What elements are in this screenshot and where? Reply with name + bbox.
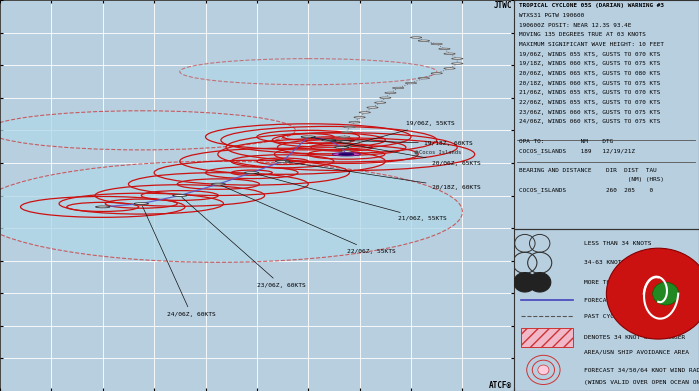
Text: 19/06Z, WINDS 055 KTS, GUSTS TO 070 KTS: 19/06Z, WINDS 055 KTS, GUSTS TO 070 KTS bbox=[519, 52, 661, 57]
Circle shape bbox=[385, 92, 396, 93]
Circle shape bbox=[405, 83, 417, 84]
Circle shape bbox=[341, 131, 352, 133]
Text: (WINDS VALID OVER OPEN OCEAN ONLY): (WINDS VALID OVER OPEN OCEAN ONLY) bbox=[584, 380, 699, 386]
Circle shape bbox=[322, 139, 336, 141]
Text: FORECAST CYCLONE TRACK: FORECAST CYCLONE TRACK bbox=[584, 298, 667, 303]
Circle shape bbox=[444, 68, 455, 69]
Text: WTXS31 PGTW 190600: WTXS31 PGTW 190600 bbox=[519, 13, 584, 18]
Circle shape bbox=[349, 122, 360, 123]
Text: 19/18Z, 60KTS: 19/18Z, 60KTS bbox=[331, 140, 473, 146]
Text: 20/18Z, WINDS 060 KTS, GUSTS TO 075 KTS: 20/18Z, WINDS 060 KTS, GUSTS TO 075 KTS bbox=[519, 81, 661, 86]
Circle shape bbox=[514, 273, 536, 292]
Text: 22/06Z, 55KTS: 22/06Z, 55KTS bbox=[221, 185, 396, 253]
Circle shape bbox=[452, 63, 463, 64]
Circle shape bbox=[418, 77, 429, 79]
Text: 190600Z POSIT: NEAR 12.3S 93.4E: 190600Z POSIT: NEAR 12.3S 93.4E bbox=[519, 23, 632, 28]
Circle shape bbox=[340, 146, 352, 147]
Circle shape bbox=[96, 206, 110, 208]
Circle shape bbox=[344, 126, 355, 128]
Circle shape bbox=[334, 146, 349, 148]
Circle shape bbox=[354, 117, 366, 118]
Text: 34-63 KNOTS: 34-63 KNOTS bbox=[584, 260, 626, 265]
Circle shape bbox=[338, 136, 350, 138]
Text: DENOTES 34 KNOT WIND DANGER: DENOTES 34 KNOT WIND DANGER bbox=[584, 335, 686, 340]
Circle shape bbox=[431, 73, 442, 74]
Text: COCOS_ISLANDS           260  205    0: COCOS_ISLANDS 260 205 0 bbox=[519, 187, 654, 193]
Circle shape bbox=[301, 136, 315, 138]
Text: (NM) (HRS): (NM) (HRS) bbox=[519, 178, 664, 183]
Circle shape bbox=[653, 282, 679, 305]
Circle shape bbox=[606, 248, 699, 339]
Ellipse shape bbox=[180, 59, 437, 85]
Text: 19/18Z, WINDS 060 KTS, GUSTS TO 075 KTS: 19/18Z, WINDS 060 KTS, GUSTS TO 075 KTS bbox=[519, 61, 661, 66]
Circle shape bbox=[375, 102, 386, 103]
Circle shape bbox=[367, 107, 378, 108]
Text: MAXIMUM SIGNIFICANT WAVE HEIGHT: 10 FEET: MAXIMUM SIGNIFICANT WAVE HEIGHT: 10 FEET bbox=[519, 42, 664, 47]
Text: 20/18Z, 60KTS: 20/18Z, 60KTS bbox=[285, 162, 480, 190]
Text: AREA/USN SHIP AVOIDANCE AREA: AREA/USN SHIP AVOIDANCE AREA bbox=[584, 350, 689, 355]
Circle shape bbox=[528, 273, 551, 292]
Text: COCOS_ISLANDS    189   12/19/21Z: COCOS_ISLANDS 189 12/19/21Z bbox=[519, 149, 635, 154]
Text: 19/06Z, 55KTS: 19/06Z, 55KTS bbox=[345, 122, 454, 147]
Circle shape bbox=[444, 53, 455, 54]
Text: MOVING 135 DEGREES TRUE AT 03 KNOTS: MOVING 135 DEGREES TRUE AT 03 KNOTS bbox=[519, 32, 646, 38]
Circle shape bbox=[359, 112, 370, 113]
Text: LESS THAN 34 KNOTS: LESS THAN 34 KNOTS bbox=[584, 241, 651, 246]
Circle shape bbox=[245, 172, 259, 174]
Text: 20/06Z, WINDS 065 KTS, GUSTS TO 080 KTS: 20/06Z, WINDS 065 KTS, GUSTS TO 080 KTS bbox=[519, 71, 661, 76]
Ellipse shape bbox=[0, 161, 462, 262]
Text: 23/06Z, WINDS 060 KTS, GUSTS TO 075 KTS: 23/06Z, WINDS 060 KTS, GUSTS TO 075 KTS bbox=[519, 110, 661, 115]
Circle shape bbox=[439, 48, 450, 50]
Text: 21/06Z, 55KTS: 21/06Z, 55KTS bbox=[254, 174, 447, 221]
Text: 21/06Z, WINDS 055 KTS, GUSTS TO 070 KTS: 21/06Z, WINDS 055 KTS, GUSTS TO 070 KTS bbox=[519, 90, 661, 95]
Circle shape bbox=[538, 365, 549, 375]
Text: JTWC: JTWC bbox=[494, 1, 512, 10]
Circle shape bbox=[431, 43, 442, 45]
Text: ATCF®: ATCF® bbox=[489, 381, 512, 390]
Circle shape bbox=[173, 195, 187, 196]
Circle shape bbox=[211, 183, 226, 185]
Text: MORE THAN 63 KNOTS: MORE THAN 63 KNOTS bbox=[584, 280, 651, 285]
Circle shape bbox=[338, 153, 354, 155]
Text: OPA TO:          NM    DTG: OPA TO: NM DTG bbox=[519, 139, 614, 144]
Text: 23/06Z, 60KTS: 23/06Z, 60KTS bbox=[182, 197, 305, 288]
Circle shape bbox=[340, 154, 352, 155]
Circle shape bbox=[340, 151, 352, 152]
Circle shape bbox=[380, 97, 391, 99]
Text: 24/06Z, 60KTS: 24/06Z, 60KTS bbox=[143, 206, 216, 317]
Text: Cocos Islands: Cocos Islands bbox=[419, 150, 461, 155]
Circle shape bbox=[393, 87, 404, 89]
Ellipse shape bbox=[0, 111, 296, 150]
Text: BEARING AND DISTANCE    DIR  DIST  TAU: BEARING AND DISTANCE DIR DIST TAU bbox=[519, 168, 657, 173]
Text: TROPICAL CYCLONE 05S (DARIAN) WARNING #3: TROPICAL CYCLONE 05S (DARIAN) WARNING #3 bbox=[519, 4, 664, 9]
Circle shape bbox=[134, 203, 148, 204]
Text: FORECAST 34/50/64 KNOT WIND RADII: FORECAST 34/50/64 KNOT WIND RADII bbox=[584, 368, 699, 372]
Text: 24/06Z, WINDS 060 KTS, GUSTS TO 075 KTS: 24/06Z, WINDS 060 KTS, GUSTS TO 075 KTS bbox=[519, 120, 661, 124]
Circle shape bbox=[452, 58, 463, 59]
Text: 20/06Z, 65KTS: 20/06Z, 65KTS bbox=[311, 137, 480, 165]
Bar bbox=[521, 328, 573, 347]
Circle shape bbox=[332, 152, 361, 156]
Text: PAST CYCLONE TRACK: PAST CYCLONE TRACK bbox=[584, 314, 651, 319]
Circle shape bbox=[340, 141, 351, 142]
Circle shape bbox=[275, 160, 290, 162]
Circle shape bbox=[418, 40, 429, 41]
Text: 22/06Z, WINDS 055 KTS, GUSTS TO 070 KTS: 22/06Z, WINDS 055 KTS, GUSTS TO 070 KTS bbox=[519, 100, 661, 105]
Circle shape bbox=[410, 37, 421, 38]
